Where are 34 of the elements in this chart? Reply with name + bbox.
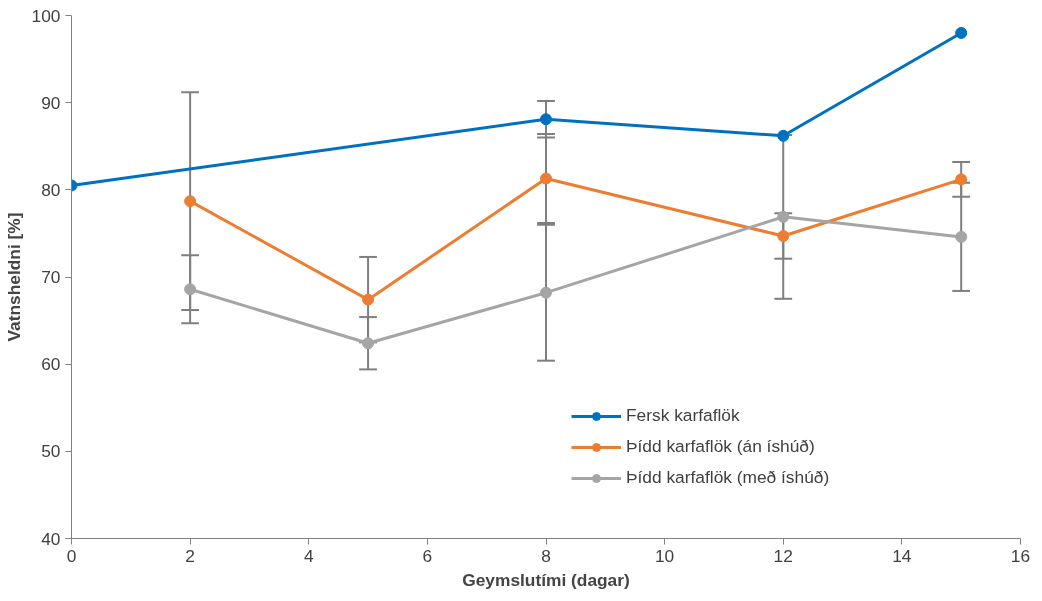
point <box>184 283 197 296</box>
point <box>184 195 197 208</box>
x-tick-label: 14 <box>892 545 912 566</box>
point <box>777 230 790 243</box>
x-tick-label: 4 <box>303 545 314 566</box>
y-tick-label: 70 <box>41 267 61 287</box>
y-tick-label: 60 <box>41 354 61 375</box>
x-tick-label: 6 <box>422 545 433 566</box>
y-tick-label: 40 <box>41 528 61 549</box>
point <box>540 286 552 299</box>
point <box>777 129 790 142</box>
x-tick-label: 10 <box>654 545 675 566</box>
x-tick-label: 12 <box>773 545 793 566</box>
point <box>362 337 375 350</box>
x-axis-title: Geymslutími (dagar) <box>462 569 630 590</box>
y-tick-label: 80 <box>41 179 61 200</box>
x-tick-label: 16 <box>1010 545 1031 566</box>
point <box>777 210 790 223</box>
point <box>540 113 552 126</box>
point <box>955 173 968 186</box>
legend-label: Þídd karfaflök (án íshúð) <box>626 436 815 457</box>
point <box>540 172 552 185</box>
x-tick-label: 0 <box>66 545 77 566</box>
x-tick-label: 2 <box>185 545 195 566</box>
point <box>955 26 968 39</box>
legend-label: Fersk karfaflök <box>626 405 740 426</box>
x-tick-label: 8 <box>541 545 551 566</box>
y-tick-label: 50 <box>41 441 61 462</box>
point <box>362 293 375 306</box>
point <box>955 230 968 243</box>
y-tick-label: 100 <box>31 5 61 26</box>
legend-label: Þídd karfaflök (með íshúð) <box>626 467 830 488</box>
y-axis-title: Vatnsheldni [%] <box>3 212 24 342</box>
y-tick-label: 90 <box>41 92 61 113</box>
